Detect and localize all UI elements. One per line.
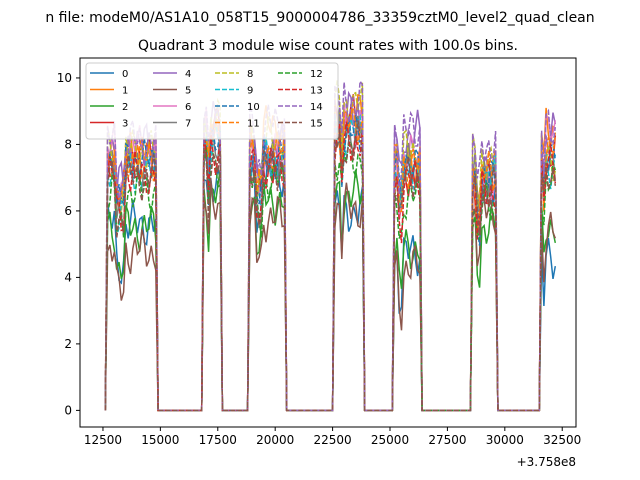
x-offset-label: +3.758e8 xyxy=(517,455,576,469)
y-tick-label: 6 xyxy=(64,204,72,218)
legend-label-0: 0 xyxy=(122,69,128,80)
legend-box xyxy=(85,62,339,140)
legend-label-11: 11 xyxy=(247,119,260,130)
x-tick-label: 12500 xyxy=(84,433,122,447)
legend-label-15: 15 xyxy=(310,119,323,130)
x-tick-label: 20000 xyxy=(256,433,294,447)
x-tick-label: 27500 xyxy=(428,433,466,447)
legend-label-4: 4 xyxy=(185,69,191,80)
legend-label-8: 8 xyxy=(247,69,253,80)
x-tick-label: 22500 xyxy=(313,433,351,447)
axes: 12500 15000 17500 20000 22500 25000 27500 30000… xyxy=(57,57,581,447)
y-tick-label: 10 xyxy=(57,71,72,85)
x-tick-label: 30000 xyxy=(486,433,524,447)
legend-label-3: 3 xyxy=(122,119,128,130)
axes-frame xyxy=(79,57,577,428)
legend-label-13: 13 xyxy=(310,86,323,97)
y-tick-label: 0 xyxy=(64,403,72,417)
legend-label-5: 5 xyxy=(185,86,191,97)
legend-label-14: 14 xyxy=(310,102,323,113)
y-tick-label: 4 xyxy=(64,270,72,284)
legend-label-1: 1 xyxy=(122,86,128,97)
x-tick-label: 32500 xyxy=(543,433,581,447)
y-tick-label: 2 xyxy=(64,337,72,351)
x-tick-label: 17500 xyxy=(199,433,237,447)
figure-suptitle: n file: modeM0/AS1A10_058T15_9000004786_… xyxy=(45,10,594,26)
legend-label-9: 9 xyxy=(247,86,253,97)
legend-label-2: 2 xyxy=(122,102,128,113)
legend-label-10: 10 xyxy=(247,102,260,113)
legend-label-7: 7 xyxy=(185,119,191,130)
legend-label-12: 12 xyxy=(310,69,323,80)
x-tick-label: 15000 xyxy=(141,433,179,447)
plot-area xyxy=(104,78,557,412)
x-tick-label: 25000 xyxy=(371,433,409,447)
legend-label-6: 6 xyxy=(185,102,191,113)
chart-title: Quadrant 3 module wise count rates with … xyxy=(138,38,518,54)
series-line-15 xyxy=(104,120,557,412)
y-tick-label: 8 xyxy=(64,137,72,151)
